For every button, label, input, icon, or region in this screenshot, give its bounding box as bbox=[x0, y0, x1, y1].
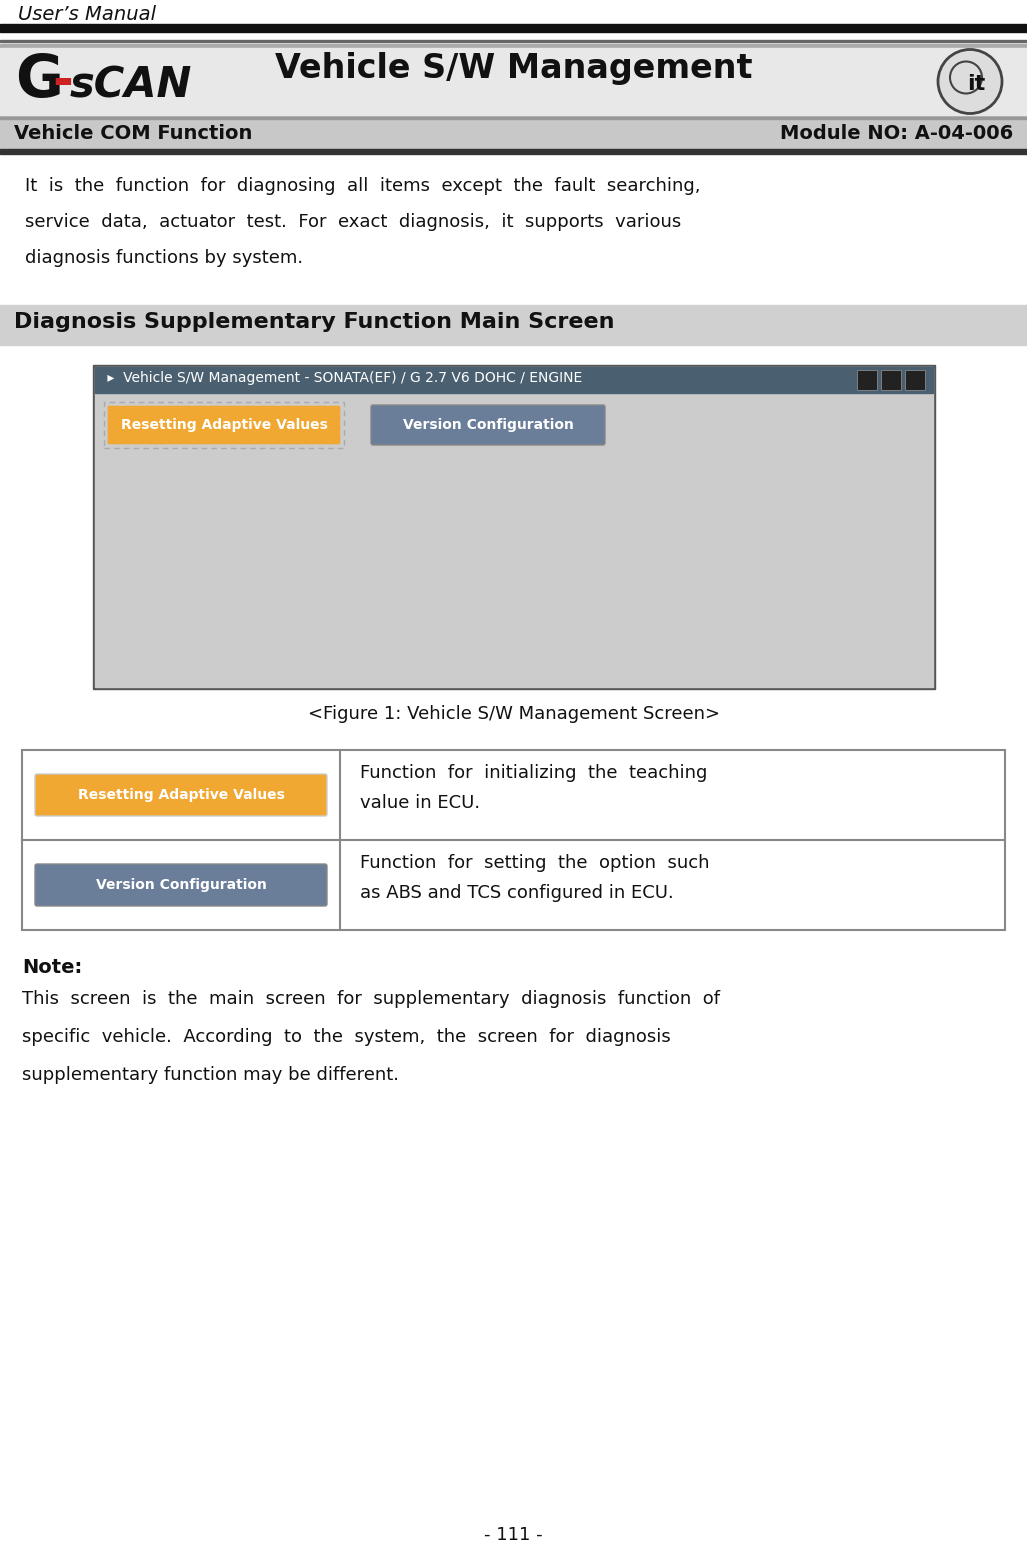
FancyBboxPatch shape bbox=[35, 775, 327, 816]
Bar bbox=[96, 366, 933, 393]
Text: it: it bbox=[966, 74, 985, 93]
Bar bbox=[0, 119, 1027, 148]
FancyBboxPatch shape bbox=[107, 405, 341, 445]
Bar bbox=[22, 750, 1005, 931]
Text: sCAN: sCAN bbox=[70, 63, 192, 107]
FancyBboxPatch shape bbox=[371, 405, 605, 445]
Text: value in ECU.: value in ECU. bbox=[360, 795, 481, 812]
Bar bbox=[0, 40, 1027, 42]
Text: supplementary function may be different.: supplementary function may be different. bbox=[22, 1067, 400, 1084]
Text: ▸  Vehicle S/W Management - SONATA(EF) / G 2.7 V6 DOHC / ENGINE: ▸ Vehicle S/W Management - SONATA(EF) / … bbox=[103, 371, 582, 385]
Text: Note:: Note: bbox=[22, 959, 82, 977]
Bar bbox=[905, 369, 925, 390]
Bar bbox=[0, 48, 1027, 114]
Text: Vehicle S/W Management: Vehicle S/W Management bbox=[275, 53, 752, 85]
Text: specific  vehicle.  According  to  the  system,  the  screen  for  diagnosis: specific vehicle. According to the syste… bbox=[22, 1028, 671, 1047]
Text: This  screen  is  the  main  screen  for  supplementary  diagnosis  function  of: This screen is the main screen for suppl… bbox=[22, 989, 720, 1008]
Text: -: - bbox=[52, 59, 73, 107]
Bar bbox=[0, 305, 1027, 345]
Text: It  is  the  function  for  diagnosing  all  items  except  the  fault  searchin: It is the function for diagnosing all it… bbox=[25, 176, 700, 195]
Text: diagnosis functions by system.: diagnosis functions by system. bbox=[25, 249, 303, 267]
Text: Version Configuration: Version Configuration bbox=[403, 417, 573, 431]
Bar bbox=[93, 365, 935, 690]
Bar bbox=[857, 369, 877, 390]
Text: as ABS and TCS configured in ECU.: as ABS and TCS configured in ECU. bbox=[360, 884, 674, 901]
Text: Vehicle COM Function: Vehicle COM Function bbox=[14, 124, 253, 142]
Text: Resetting Adaptive Values: Resetting Adaptive Values bbox=[78, 788, 284, 802]
Text: service  data,  actuator  test.  For  exact  diagnosis,  it  supports  various: service data, actuator test. For exact d… bbox=[25, 213, 681, 230]
Bar bbox=[0, 148, 1027, 155]
Bar bbox=[881, 369, 901, 390]
Text: User’s Manual: User’s Manual bbox=[18, 5, 156, 25]
Text: Diagnosis Supplementary Function Main Screen: Diagnosis Supplementary Function Main Sc… bbox=[14, 312, 614, 332]
Text: G: G bbox=[15, 53, 63, 110]
Bar bbox=[0, 43, 1027, 119]
Bar bbox=[0, 25, 1027, 32]
Text: Version Configuration: Version Configuration bbox=[96, 878, 266, 892]
Bar bbox=[0, 26, 1027, 28]
Bar bbox=[96, 366, 933, 686]
Text: <Figure 1: Vehicle S/W Management Screen>: <Figure 1: Vehicle S/W Management Screen… bbox=[307, 705, 720, 724]
FancyBboxPatch shape bbox=[35, 864, 327, 906]
Bar bbox=[104, 402, 344, 448]
Circle shape bbox=[938, 49, 1002, 113]
Text: Function  for  setting  the  option  such: Function for setting the option such bbox=[360, 853, 710, 872]
Text: Resetting Adaptive Values: Resetting Adaptive Values bbox=[120, 417, 328, 431]
Text: - 111 -: - 111 - bbox=[484, 1526, 543, 1544]
Text: Module NO: A-04-006: Module NO: A-04-006 bbox=[779, 124, 1013, 142]
Bar bbox=[0, 117, 1027, 119]
Text: Function  for  initializing  the  teaching: Function for initializing the teaching bbox=[360, 764, 708, 782]
